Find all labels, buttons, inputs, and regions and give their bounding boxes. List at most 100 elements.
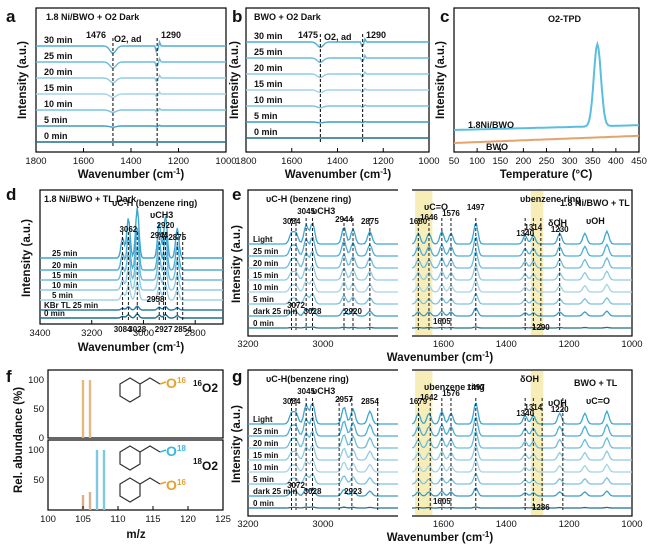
xt-a-1400: 1400 xyxy=(120,156,141,167)
frame-g xyxy=(247,369,633,517)
slab-a-0min: 0 min xyxy=(44,131,68,141)
group-g-1: υCH3 xyxy=(312,386,335,396)
slab-e-dark25min: dark 25 min xyxy=(253,307,298,316)
peak-g-1642: 1642 xyxy=(420,393,438,402)
group-e-3: υbenzene ring xyxy=(520,194,581,204)
peak-d-mid-2958: 2958 xyxy=(147,295,165,304)
peak-d-top-2875: 2875 xyxy=(168,233,186,242)
panel-label-d: d xyxy=(6,185,16,204)
curves-e-line-5min xyxy=(248,292,632,305)
ylabel-c: Intensity (a.u.) xyxy=(435,41,447,119)
frame-e xyxy=(247,189,633,337)
curves-g xyxy=(248,398,632,510)
xlabel-b-close: ) xyxy=(387,169,391,181)
frame-f-top xyxy=(47,369,224,439)
oxygen-16o-isotope-2: 16 xyxy=(177,478,186,487)
yt-f-bot-100: 100 xyxy=(28,445,44,456)
curves-a-line-5min xyxy=(36,124,226,128)
slab-d-25min: 25 min xyxy=(52,249,77,258)
label-f-top-sup: 16 xyxy=(193,379,202,388)
curves-b-line-30min xyxy=(246,37,429,49)
panel-a: a 1.8 Ni/BWO + O2 Dark 1476 O2, ad 1290 … xyxy=(6,7,237,181)
panel-d: d 1.8 Ni/BWO + TL Dark υC-H (benzene rin… xyxy=(6,185,224,354)
peak-g-1286: 1286 xyxy=(532,503,550,512)
peak-e-1340: 1340 xyxy=(516,229,534,238)
xt-c-250: 250 xyxy=(539,156,555,167)
slab-b-25min: 25 min xyxy=(254,47,283,57)
slab-g-25min: 25 min xyxy=(253,427,278,436)
xt-c-150: 150 xyxy=(492,156,508,167)
axis-break-e xyxy=(398,188,412,340)
curves-e xyxy=(248,218,632,330)
peak-e-2944: 2944 xyxy=(335,215,353,224)
curves-g-line-Light xyxy=(248,401,632,425)
xt-e-R-1400: 1400 xyxy=(496,339,517,350)
peak-d-bot-2927: 2927 xyxy=(155,325,173,334)
series-labels-e: 0 min dark 25 min 5 min 10 min 15 min 20 min 2… xyxy=(253,235,298,328)
slab-g-dark25min: dark 25 min xyxy=(253,487,298,496)
peak-g-1497: 1497 xyxy=(467,383,485,392)
peak-g-1340: 1340 xyxy=(516,409,534,418)
xt-g-R-1000: 1000 xyxy=(621,519,642,530)
xlabel-e-text: Wavenumber (cm xyxy=(387,352,482,364)
slab-a-10min: 10 min xyxy=(44,99,73,109)
curves-d-line-10min xyxy=(40,263,223,291)
peak-e-3045: 3045 xyxy=(297,207,315,216)
peak-e-1230: 1230 xyxy=(551,225,569,234)
curves-d xyxy=(40,207,223,322)
slab-e-5min: 5 min xyxy=(253,295,274,304)
slab-e-0min: 0 min xyxy=(253,319,274,328)
curves-e-line-15min xyxy=(248,264,632,281)
slab-d-10min: 10 min xyxy=(52,281,77,290)
yt-f-bot-50: 50 xyxy=(33,475,44,486)
xt-g-R-1200: 1200 xyxy=(559,519,580,530)
xt-a-1600: 1600 xyxy=(73,156,94,167)
curves-e-line-0min xyxy=(248,326,632,329)
slab-g-5min: 5 min xyxy=(253,475,274,484)
slab-b-5min: 5 min xyxy=(254,111,278,121)
bond-18o xyxy=(159,449,167,453)
xt-f-120: 120 xyxy=(180,514,196,525)
label-f-bottom-sub: O2 xyxy=(202,459,218,473)
panel-label-b: b xyxy=(232,7,242,26)
peak-g-1576: 1576 xyxy=(442,389,460,398)
peak-d-bot-3028: 3028 xyxy=(128,325,146,334)
series-labels-a: 0 min 5 min 10 min 15 min 20 min 25 min 30 min xyxy=(44,35,73,141)
peak-g-3028: 3028 xyxy=(304,487,322,496)
oxygen-18o-isotope: 18 xyxy=(177,444,186,453)
chain-16o-2 xyxy=(139,477,161,485)
slab-b-30min: 30 min xyxy=(254,31,283,41)
group-d-2: υCH3 xyxy=(150,210,173,220)
group-e-1: υCH3 xyxy=(312,206,335,216)
group-e-2: υC=O xyxy=(424,202,448,212)
peak-g-3084: 3084 xyxy=(283,397,301,406)
group-g-2: υbenzene ring xyxy=(424,382,485,392)
oxygen-16o-isotope: 16 xyxy=(177,376,186,385)
xt-b-1600: 1600 xyxy=(281,156,302,167)
xlabel-g: Wavenumber (cm-1) xyxy=(387,530,494,545)
slab-g-10min: 10 min xyxy=(253,463,278,472)
group-g-5: υC=O xyxy=(586,396,610,406)
xt-c-450: 450 xyxy=(631,156,647,167)
panel-f: f 0 50 100 50 100 100 105 110 115 120 125 O 16 16… xyxy=(6,367,231,541)
benzene-ring-16o-2 xyxy=(119,477,141,503)
xt-g-L-3200: 3200 xyxy=(237,519,258,530)
oxygen-16o-label: O xyxy=(166,375,177,391)
ann-a-2: O2, ad xyxy=(114,34,142,44)
peak-e-1605: 1605 xyxy=(433,317,451,326)
xt-c-300: 300 xyxy=(562,156,578,167)
panel-label-a: a xyxy=(6,7,16,26)
peak-d-bot-2854: 2854 xyxy=(174,325,192,334)
group-e-4: δOH xyxy=(548,218,567,228)
peak-e-1576: 1576 xyxy=(442,209,460,218)
xt-f-125: 125 xyxy=(215,514,231,525)
xticks-c: 50 100 150 200 250 300 350 400 450 xyxy=(449,148,647,167)
curves-d-line-0min xyxy=(40,313,223,319)
curves-e-line-dark25min xyxy=(248,307,632,317)
slab-e-Light: Light xyxy=(253,235,273,244)
chain-18o xyxy=(139,445,161,453)
xt-g-R-1600: 1600 xyxy=(433,519,454,530)
curves-g-line-5min xyxy=(248,472,632,485)
bar-f-bottom-1 xyxy=(88,492,92,510)
